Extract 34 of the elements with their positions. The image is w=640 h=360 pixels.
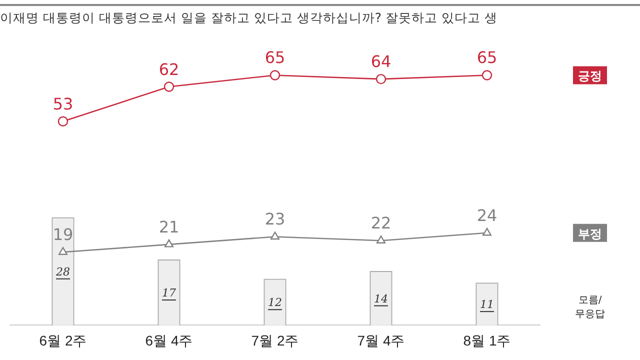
data-label: 65 xyxy=(264,48,286,68)
point xyxy=(482,70,492,80)
point xyxy=(164,239,174,248)
data-label: 11 xyxy=(480,298,494,312)
data-label: 53 xyxy=(52,94,74,114)
data-label: 21 xyxy=(158,217,180,236)
data-label: 24 xyxy=(476,206,498,225)
x-tick-label: 7월 4주 xyxy=(357,332,405,348)
x-tick-label: 6월 2주 xyxy=(39,332,87,348)
x-tick-label: 8월 1주 xyxy=(463,332,511,348)
data-label: 22 xyxy=(370,214,392,233)
data-label: 17 xyxy=(162,286,176,300)
chart-title: 이재명 대통령이 대통령으로서 일을 잘하고 있다고 생각하십니까? 잘못하고 있다고 생 xyxy=(0,4,640,34)
data-label: 65 xyxy=(476,48,498,68)
x-tick-label: 6월 4주 xyxy=(145,332,193,348)
data-label: 28 xyxy=(55,265,70,278)
data-label: 14 xyxy=(374,292,388,306)
data-label: 23 xyxy=(264,210,286,229)
data-label: 19 xyxy=(52,225,74,244)
point xyxy=(58,116,68,126)
data-label: 64 xyxy=(370,52,392,72)
point xyxy=(164,82,174,92)
text: 모름/무응답 xyxy=(575,295,605,320)
point xyxy=(270,232,280,240)
data-label: 62 xyxy=(158,60,180,79)
point xyxy=(376,235,386,244)
text: 부정 xyxy=(578,226,602,241)
point xyxy=(376,74,386,84)
point xyxy=(482,228,492,236)
data-label: 12 xyxy=(268,296,282,310)
text: 긍정 xyxy=(578,69,602,84)
point xyxy=(58,247,68,255)
x-tick-label: 7월 2주 xyxy=(251,332,299,348)
point xyxy=(270,70,280,80)
